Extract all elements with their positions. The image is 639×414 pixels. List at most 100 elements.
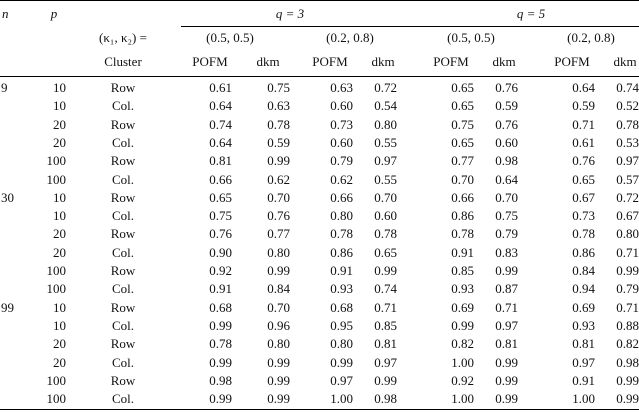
value-cell: 0.79 — [495, 226, 518, 241]
value-cell: 0.67 — [616, 208, 639, 223]
metric-header: POFM — [312, 54, 348, 69]
p-cell: 100 — [46, 391, 67, 406]
value-cell: 0.84 — [572, 263, 595, 278]
n-header: n — [2, 6, 9, 21]
value-cell: 0.99 — [209, 355, 232, 370]
value-cell: 0.70 — [495, 190, 518, 205]
value-cell: 0.66 — [209, 172, 232, 187]
value-cell: 0.65 — [451, 135, 474, 150]
value-cell: 0.59 — [267, 135, 290, 150]
value-cell: 0.55 — [374, 172, 397, 187]
value-cell: 0.79 — [330, 153, 353, 168]
value-cell: 0.62 — [330, 172, 353, 187]
value-cell: 1.00 — [451, 391, 474, 406]
value-cell: 0.60 — [495, 135, 518, 150]
value-cell: 0.66 — [330, 190, 353, 205]
value-cell: 0.97 — [572, 355, 595, 370]
p-cell: 100 — [46, 153, 67, 168]
cluster-cell: Row — [110, 117, 136, 132]
value-cell: 0.78 — [572, 226, 595, 241]
value-cell: 0.98 — [616, 355, 639, 370]
cluster-cell: Col. — [111, 318, 135, 333]
cluster-cell: Col. — [111, 281, 135, 296]
value-cell: 0.99 — [267, 153, 290, 168]
value-cell: 0.79 — [616, 281, 639, 296]
p-cell: 100 — [46, 263, 67, 278]
n-cell: 99 — [1, 300, 14, 315]
value-cell: 0.71 — [616, 300, 639, 315]
value-cell: 0.60 — [374, 208, 397, 223]
value-cell: 0.91 — [209, 281, 232, 296]
value-cell: 0.73 — [330, 117, 353, 132]
p-cell: 20 — [53, 117, 66, 132]
p-cell: 100 — [46, 172, 67, 187]
value-cell: 0.53 — [616, 135, 639, 150]
metric-header: dkm — [256, 54, 280, 69]
value-cell: 0.76 — [495, 80, 518, 95]
kappa-pair-header: (0.2, 0.8) — [326, 30, 374, 45]
value-cell: 1.00 — [572, 391, 595, 406]
value-cell: 0.65 — [572, 172, 595, 187]
value-cell: 0.76 — [572, 153, 595, 168]
value-cell: 0.71 — [495, 300, 518, 315]
q-group-header: q = 3 — [275, 6, 305, 21]
metric-header: POFM — [192, 54, 228, 69]
value-cell: 0.97 — [616, 153, 639, 168]
value-cell: 0.68 — [209, 300, 232, 315]
cluster-cell: Col. — [111, 245, 135, 260]
value-cell: 0.99 — [495, 355, 518, 370]
value-cell: 0.99 — [374, 373, 397, 388]
value-cell: 0.80 — [330, 208, 353, 223]
value-cell: 0.97 — [374, 153, 397, 168]
value-cell: 0.64 — [209, 98, 232, 113]
value-cell: 0.61 — [572, 135, 595, 150]
value-cell: 0.57 — [616, 172, 639, 187]
cluster-cell: Row — [110, 373, 136, 388]
value-cell: 0.99 — [451, 318, 474, 333]
value-cell: 0.82 — [451, 336, 474, 351]
value-cell: 0.74 — [616, 80, 639, 95]
p-header: p — [50, 6, 58, 21]
value-cell: 0.71 — [572, 117, 595, 132]
cluster-cell: Row — [110, 226, 136, 241]
value-cell: 0.66 — [451, 190, 474, 205]
value-cell: 0.59 — [495, 98, 518, 113]
value-cell: 0.81 — [495, 336, 518, 351]
value-cell: 0.73 — [572, 208, 595, 223]
value-cell: 0.91 — [330, 263, 353, 278]
value-cell: 0.99 — [267, 391, 290, 406]
value-cell: 0.80 — [616, 226, 639, 241]
value-cell: 0.99 — [267, 373, 290, 388]
value-cell: 0.83 — [495, 245, 518, 260]
value-cell: 0.99 — [209, 391, 232, 406]
value-cell: 0.97 — [374, 355, 397, 370]
bottom-rule — [0, 409, 639, 410]
cluster-cell: Col. — [111, 172, 135, 187]
value-cell: 0.69 — [572, 300, 595, 315]
value-cell: 0.74 — [374, 281, 397, 296]
value-cell: 0.75 — [267, 80, 290, 95]
value-cell: 1.00 — [451, 355, 474, 370]
cluster-cell: Row — [110, 336, 136, 351]
p-cell: 20 — [53, 355, 66, 370]
metric-header: dkm — [492, 54, 516, 69]
value-cell: 0.80 — [267, 245, 290, 260]
value-cell: 0.93 — [572, 318, 595, 333]
cluster-cell: Col. — [111, 391, 135, 406]
p-cell: 10 — [53, 318, 66, 333]
value-cell: 0.52 — [616, 98, 639, 113]
value-cell: 0.81 — [374, 336, 397, 351]
value-cell: 0.92 — [209, 263, 232, 278]
value-cell: 0.99 — [267, 355, 290, 370]
p-cell: 100 — [46, 281, 67, 296]
value-cell: 0.72 — [616, 190, 639, 205]
p-cell: 20 — [53, 226, 66, 241]
value-cell: 0.82 — [616, 336, 639, 351]
cluster-cell: Row — [110, 300, 136, 315]
value-cell: 0.76 — [209, 226, 232, 241]
value-cell: 0.60 — [330, 98, 353, 113]
value-cell: 0.76 — [495, 117, 518, 132]
value-cell: 0.99 — [209, 318, 232, 333]
value-cell: 0.77 — [451, 153, 474, 168]
n-cell: 30 — [1, 190, 14, 205]
